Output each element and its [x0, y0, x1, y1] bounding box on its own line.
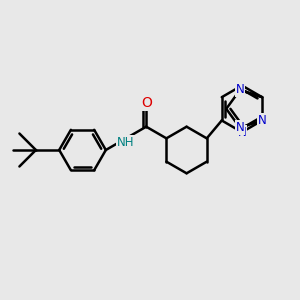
Text: N: N	[236, 121, 244, 134]
Text: N: N	[258, 114, 266, 127]
Text: N: N	[236, 83, 244, 97]
Text: N: N	[238, 126, 246, 139]
Text: NH: NH	[117, 136, 135, 148]
Text: O: O	[141, 96, 152, 110]
